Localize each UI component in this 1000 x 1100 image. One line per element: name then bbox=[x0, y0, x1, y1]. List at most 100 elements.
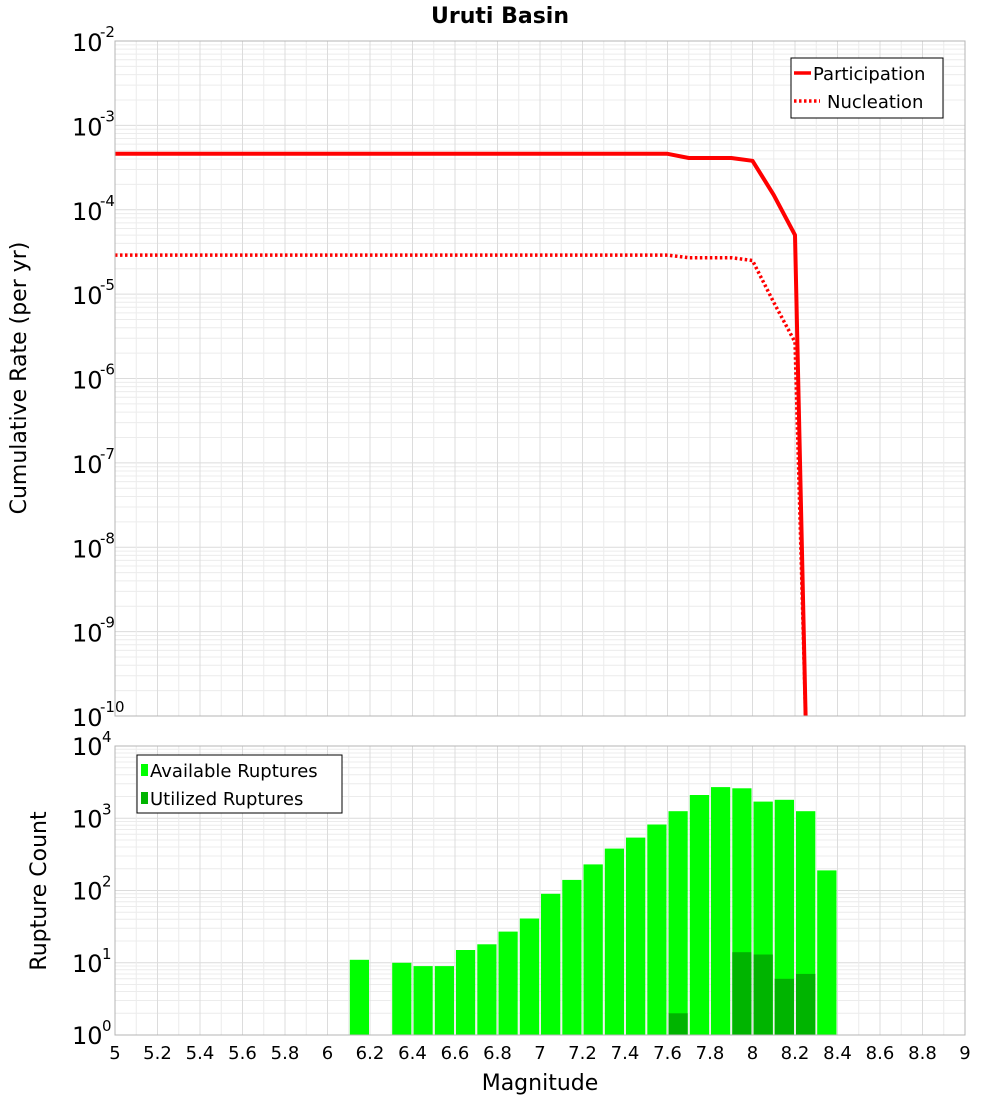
rate-ytick-label: 10 bbox=[72, 29, 103, 57]
x-tick-label: 5.2 bbox=[143, 1043, 172, 1064]
rupture-ytick-exponent: 4 bbox=[102, 728, 112, 746]
available-rupture-bar bbox=[711, 787, 731, 1035]
x-tick-label: 5.4 bbox=[186, 1043, 215, 1064]
x-tick-label: 8 bbox=[747, 1043, 758, 1064]
available-rupture-bar bbox=[477, 944, 497, 1035]
rate-ytick-exponent: -9 bbox=[100, 614, 115, 632]
rate-plot-legend: Participation Nucleation bbox=[790, 57, 944, 119]
x-tick-label: 7.4 bbox=[611, 1043, 640, 1064]
x-tick-label: 5.8 bbox=[271, 1043, 300, 1064]
rate-plot-frame bbox=[114, 40, 966, 717]
rate-ytick-exponent: -4 bbox=[100, 192, 115, 210]
rate-plot-grid bbox=[114, 40, 966, 717]
available-rupture-bar bbox=[689, 795, 710, 1035]
utilized-legend-swatch bbox=[141, 792, 148, 804]
available-rupture-bar bbox=[392, 962, 412, 1036]
available-legend-swatch bbox=[141, 764, 148, 776]
rupture-plot-bars bbox=[349, 787, 837, 1036]
x-tick-label: 6.2 bbox=[356, 1043, 385, 1064]
x-axis-label: Magnitude bbox=[482, 1071, 599, 1096]
rupture-ytick-exponent: 1 bbox=[102, 945, 112, 963]
rate-ytick-exponent: -8 bbox=[100, 529, 115, 547]
available-rupture-bar bbox=[562, 879, 582, 1035]
x-tick-label: 9 bbox=[959, 1043, 970, 1064]
available-legend-label: Available Ruptures bbox=[150, 761, 318, 782]
x-tick-label: 8.6 bbox=[866, 1043, 895, 1064]
rate-ytick-label: 10 bbox=[72, 367, 103, 395]
available-rupture-bar bbox=[541, 893, 561, 1035]
rate-ytick-label: 10 bbox=[72, 198, 103, 226]
available-rupture-bar bbox=[626, 837, 646, 1035]
rate-ytick-label: 10 bbox=[72, 451, 103, 479]
participation-legend-label: Participation bbox=[813, 64, 925, 85]
rate-plot-ylabel: Cumulative Rate (per yr) bbox=[7, 242, 32, 515]
rate-plot-yticks: 10-210-310-410-510-610-710-810-910-10 bbox=[72, 23, 125, 732]
rupture-ytick-label: 10 bbox=[72, 805, 103, 833]
x-tick-label: 6.4 bbox=[398, 1043, 427, 1064]
rupture-ytick-label: 10 bbox=[72, 1022, 103, 1050]
rupture-ytick-label: 10 bbox=[72, 733, 103, 761]
rupture-ytick-exponent: 2 bbox=[102, 873, 112, 891]
x-tick-label: 5.6 bbox=[228, 1043, 257, 1064]
rate-ytick-label: 10 bbox=[72, 282, 103, 310]
rupture-plot-legend: Available Ruptures Utilized Ruptures bbox=[136, 754, 343, 814]
rate-ytick-exponent: -7 bbox=[100, 445, 115, 463]
available-rupture-bar bbox=[647, 824, 667, 1035]
x-tick-label: 8.8 bbox=[908, 1043, 937, 1064]
rate-ytick-label: 10 bbox=[72, 113, 103, 141]
utilized-rupture-bar bbox=[753, 954, 773, 1035]
rupture-plot-ylabel: Rupture Count bbox=[27, 811, 52, 971]
available-rupture-bar bbox=[349, 959, 369, 1035]
nucleation-legend-label: Nucleation bbox=[827, 92, 923, 113]
rate-ytick-exponent: -2 bbox=[100, 23, 115, 41]
x-tick-label: 6.8 bbox=[483, 1043, 512, 1064]
x-tick-label: 6 bbox=[322, 1043, 333, 1064]
rate-legend-box bbox=[790, 57, 944, 119]
utilized-legend-label: Utilized Ruptures bbox=[150, 789, 303, 810]
available-rupture-bar bbox=[817, 870, 837, 1035]
x-tick-label: 5 bbox=[109, 1043, 120, 1064]
available-rupture-bar bbox=[434, 966, 454, 1035]
rupture-ytick-label: 10 bbox=[72, 878, 103, 906]
x-tick-label: 7.2 bbox=[568, 1043, 597, 1064]
utilized-rupture-bar bbox=[796, 973, 816, 1035]
rate-ytick-exponent: -3 bbox=[100, 107, 115, 125]
available-rupture-bar bbox=[456, 950, 476, 1035]
participation-line bbox=[115, 151, 808, 717]
rate-ytick-label: 10 bbox=[72, 535, 103, 563]
rate-plot-series bbox=[115, 151, 808, 717]
rupture-ytick-exponent: 0 bbox=[102, 1017, 112, 1035]
utilized-rupture-bar bbox=[732, 952, 752, 1035]
rate-ytick-exponent: -10 bbox=[100, 698, 125, 716]
rupture-plot-xticks: 5 5.2 5.4 5.6 5.8 6 6.2 6.4 6.6 6.8 7 7.2 7.4 7.6 7.8 8… bbox=[109, 1043, 970, 1064]
rupture-legend-box bbox=[136, 754, 343, 814]
available-rupture-bar bbox=[668, 811, 688, 1035]
available-rupture-bar bbox=[413, 966, 433, 1035]
rate-ytick-exponent: -5 bbox=[100, 276, 115, 294]
x-tick-label: 8.2 bbox=[781, 1043, 810, 1064]
x-tick-label: 7.6 bbox=[653, 1043, 682, 1064]
utilized-rupture-bar bbox=[668, 1013, 688, 1035]
rate-ytick-exponent: -6 bbox=[100, 361, 115, 379]
available-rupture-bar bbox=[519, 918, 540, 1035]
x-tick-label: 7 bbox=[534, 1043, 545, 1064]
rate-plot-panel: 10-210-310-410-510-610-710-810-910-10 Cu… bbox=[7, 23, 966, 732]
chart-title: Uruti Basin bbox=[431, 4, 569, 29]
rate-ytick-label: 10 bbox=[72, 620, 103, 648]
rupture-plot-frame bbox=[114, 745, 966, 1036]
rupture-ytick-exponent: 3 bbox=[102, 800, 112, 818]
available-rupture-bar bbox=[498, 931, 518, 1035]
rupture-ytick-label: 10 bbox=[72, 950, 103, 978]
available-rupture-bar bbox=[604, 848, 624, 1035]
available-rupture-bar bbox=[774, 799, 794, 1035]
available-rupture-bar bbox=[583, 864, 603, 1035]
x-tick-label: 7.8 bbox=[696, 1043, 725, 1064]
x-tick-label: 8.4 bbox=[823, 1043, 852, 1064]
nucleation-line bbox=[115, 253, 808, 717]
x-tick-label: 6.6 bbox=[441, 1043, 470, 1064]
rate-ytick-label: 10 bbox=[72, 704, 103, 732]
